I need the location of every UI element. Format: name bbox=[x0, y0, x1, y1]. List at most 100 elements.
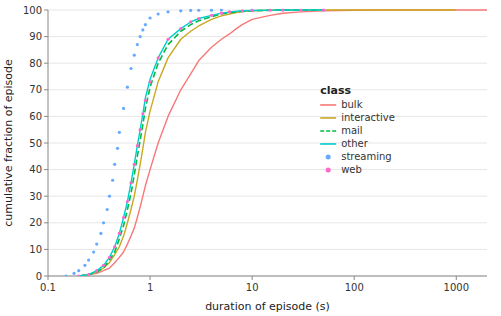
series-point bbox=[322, 9, 325, 12]
grid-line bbox=[48, 36, 487, 37]
y-tick-label: 0 bbox=[36, 271, 42, 282]
x-tick-label: 1 bbox=[147, 282, 153, 293]
series-point bbox=[322, 9, 325, 12]
y-tick-label: 100 bbox=[23, 5, 42, 16]
series-point bbox=[77, 274, 80, 276]
series-point bbox=[139, 128, 142, 131]
grid-line bbox=[48, 276, 487, 277]
series-point bbox=[77, 269, 80, 272]
series-point bbox=[139, 35, 142, 38]
series-point bbox=[269, 9, 272, 12]
series-point bbox=[83, 264, 86, 267]
y-tick bbox=[44, 276, 48, 277]
x-tick bbox=[354, 276, 355, 280]
series-point bbox=[133, 163, 136, 166]
legend-label: bulk bbox=[341, 99, 362, 110]
legend-label: interactive bbox=[341, 112, 395, 123]
series-point bbox=[281, 9, 284, 12]
series-point bbox=[129, 181, 132, 184]
series-point bbox=[157, 12, 160, 15]
y-tick-label: 10 bbox=[29, 244, 42, 255]
x-tick-label: 0.1 bbox=[40, 282, 56, 293]
series-point bbox=[126, 200, 129, 203]
series-point bbox=[113, 163, 116, 166]
y-tick bbox=[44, 36, 48, 37]
series-point bbox=[148, 80, 151, 83]
series-point bbox=[148, 16, 151, 19]
series-point bbox=[197, 17, 200, 20]
series-point bbox=[102, 264, 105, 267]
legend-swatch bbox=[320, 143, 336, 145]
series-line bbox=[79, 10, 324, 276]
series-line bbox=[79, 10, 324, 276]
series-point bbox=[118, 131, 121, 134]
series-point bbox=[299, 9, 302, 12]
x-tick bbox=[456, 276, 457, 280]
series-point bbox=[87, 258, 90, 261]
series-point bbox=[87, 273, 90, 276]
y-tick-label: 50 bbox=[29, 138, 42, 149]
grid bbox=[48, 10, 487, 276]
series-point bbox=[197, 9, 200, 12]
series-point bbox=[144, 23, 147, 26]
series-point bbox=[157, 56, 160, 59]
series-line bbox=[79, 10, 487, 276]
series-point bbox=[228, 10, 231, 13]
grid-line bbox=[48, 63, 487, 64]
series-point bbox=[189, 20, 192, 23]
y-tick-label: 70 bbox=[29, 84, 42, 95]
legend-swatch bbox=[326, 154, 331, 159]
series-point bbox=[281, 9, 284, 12]
grid-line bbox=[48, 116, 487, 117]
series-point bbox=[179, 27, 182, 30]
series-line bbox=[79, 10, 457, 276]
series-point bbox=[166, 10, 169, 13]
legend-swatch bbox=[320, 104, 336, 106]
grid-line bbox=[48, 143, 487, 144]
series-point bbox=[220, 12, 223, 15]
series-point bbox=[118, 232, 121, 235]
y-tick bbox=[44, 63, 48, 64]
x-axis-line bbox=[48, 276, 487, 277]
axes: 0.111010010000102030405060708090100 bbox=[23, 5, 487, 294]
series-point bbox=[122, 216, 125, 219]
y-tick-label: 40 bbox=[29, 164, 42, 175]
series-point bbox=[126, 86, 129, 89]
legend-swatch bbox=[320, 130, 336, 132]
series-point bbox=[95, 269, 98, 272]
x-tick-label: 100 bbox=[345, 282, 364, 293]
grid-line bbox=[48, 196, 487, 197]
grid-line bbox=[48, 89, 487, 90]
legend-label: streaming bbox=[341, 151, 392, 162]
y-tick-label: 80 bbox=[29, 58, 42, 69]
series-point bbox=[189, 9, 192, 12]
series-point bbox=[116, 147, 119, 150]
legend-swatch bbox=[320, 117, 336, 119]
series-point bbox=[220, 9, 223, 12]
x-axis-label: duration of episode (s) bbox=[205, 300, 330, 313]
legend: classbulkinteractivemailotherstreamingwe… bbox=[320, 84, 395, 175]
series-point bbox=[141, 28, 144, 31]
series-point bbox=[113, 245, 116, 248]
y-tick-label: 90 bbox=[29, 31, 42, 42]
series-point bbox=[72, 272, 75, 275]
legend-swatch bbox=[326, 167, 331, 172]
y-tick bbox=[44, 196, 48, 197]
series-point bbox=[251, 9, 254, 12]
series-point bbox=[102, 221, 105, 224]
series-point bbox=[122, 107, 125, 110]
y-tick bbox=[44, 169, 48, 170]
series-point bbox=[241, 9, 244, 12]
series-point bbox=[210, 14, 213, 17]
x-tick-label: 1000 bbox=[444, 282, 469, 293]
x-tick-label: 10 bbox=[246, 282, 259, 293]
series-point bbox=[179, 9, 182, 12]
series-point bbox=[141, 112, 144, 115]
series-point bbox=[166, 38, 169, 41]
series-point bbox=[129, 67, 132, 70]
series-point bbox=[108, 195, 111, 198]
y-tick bbox=[44, 249, 48, 250]
y-tick bbox=[44, 116, 48, 117]
series-point bbox=[99, 232, 102, 235]
y-tick bbox=[44, 222, 48, 223]
